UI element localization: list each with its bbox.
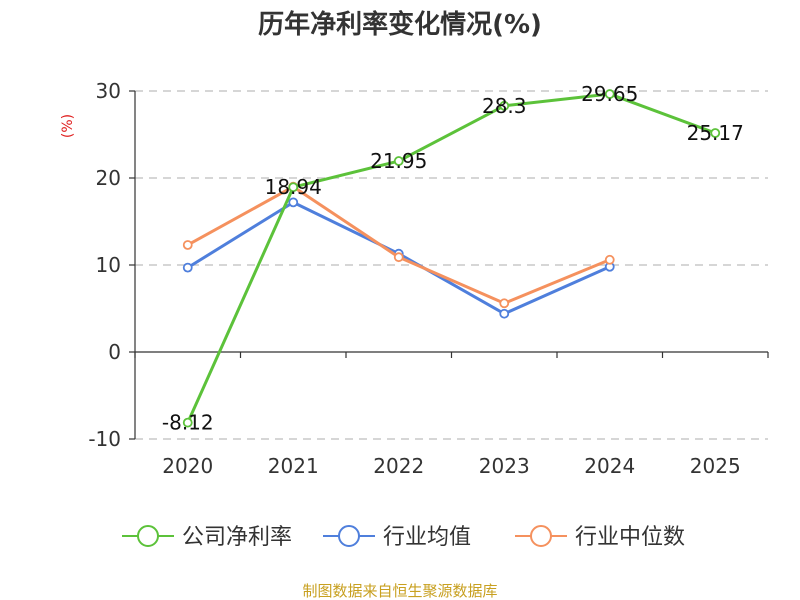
y-tick-label: 10 [96, 253, 121, 277]
x-tick-label: 2021 [268, 454, 319, 478]
data-label: -8.12 [162, 411, 214, 435]
x-tick-label: 2024 [584, 454, 635, 478]
data-point [393, 252, 404, 263]
legend-marker [530, 525, 552, 547]
data-point [288, 182, 299, 193]
data-point [182, 240, 193, 250]
chart-title: 历年净利率变化情况(%) [258, 9, 542, 40]
series-line [186, 92, 716, 424]
data-labels: -8.12 18.94 21.95 28.3 29.65 25.17 [162, 82, 744, 435]
gridlines [135, 90, 768, 440]
data-label: 21.95 [370, 149, 427, 173]
x-tick-label: 2023 [479, 454, 530, 478]
data-point [499, 298, 510, 309]
legend-item[interactable]: 行业均值 [323, 525, 471, 550]
x-tick-label: 2020 [162, 454, 213, 478]
series-line [187, 185, 611, 305]
data-point [710, 128, 721, 138]
data-point [499, 308, 510, 319]
legend-label: 行业中位数 [575, 525, 685, 550]
data-label: 25.17 [687, 121, 744, 145]
y-tick-label: 20 [96, 166, 121, 190]
legend[interactable]: 公司净利率 行业均值 行业中位数 [122, 525, 685, 550]
legend-marker [338, 525, 360, 547]
data-point [288, 197, 299, 208]
data-point [499, 100, 510, 111]
legend-marker [137, 525, 159, 547]
y-tick-label: 30 [96, 79, 121, 103]
data-point [604, 254, 615, 265]
data-point [182, 262, 193, 273]
x-tick-label: 2025 [690, 454, 741, 478]
data-point [393, 156, 404, 166]
data-label: 18.94 [265, 175, 322, 199]
x-tick-label: 2022 [373, 454, 424, 478]
legend-item[interactable]: 行业中位数 [515, 525, 685, 550]
data-point [182, 417, 193, 428]
data-point [604, 89, 615, 99]
legend-item[interactable]: 公司净利率 [122, 525, 292, 550]
axes: 30 20 10 0 -10 2020 2021 2022 2023 2024 2025 [88, 79, 769, 478]
y-axis-unit: (%) [60, 114, 76, 138]
y-tick-label: 0 [108, 340, 121, 364]
y-tick-label: -10 [88, 427, 121, 451]
legend-label: 行业均值 [383, 525, 471, 550]
legend-label: 公司净利率 [182, 525, 292, 550]
data-label: 28.3 [482, 94, 527, 118]
source-note: 制图数据来自恒生聚源数据库 [302, 582, 497, 600]
series-layer [182, 89, 721, 428]
data-label: 29.65 [581, 82, 638, 106]
